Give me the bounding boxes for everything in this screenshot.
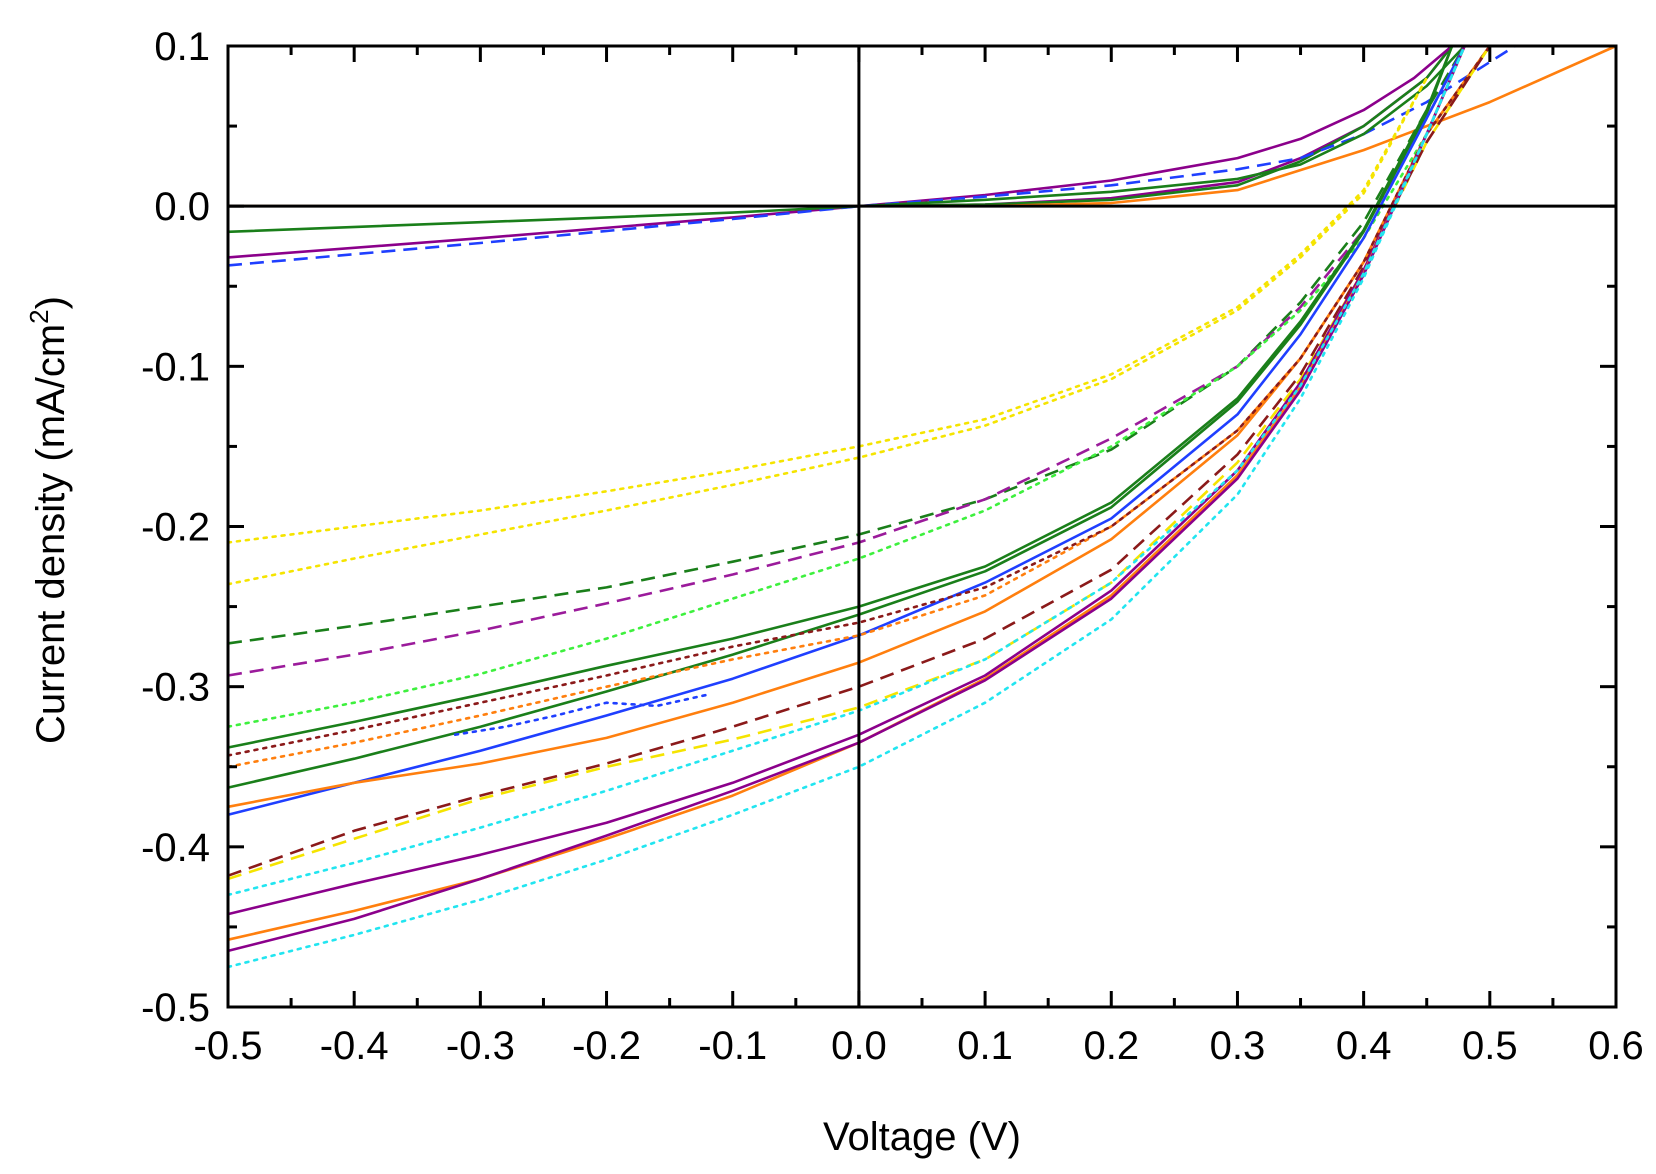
x-tick-label: 0.3 [1210, 1024, 1266, 1068]
x-tick-label: -0.3 [446, 1024, 515, 1068]
y-axis-title: Current density (mA/cm2) [24, 296, 73, 744]
x-tick-label: 0.4 [1336, 1024, 1392, 1068]
series-orange-dotted [226, 44, 1492, 769]
y-tick-label: -0.4 [141, 826, 210, 870]
x-axis-title: Voltage (V) [823, 1115, 1021, 1159]
x-tick-label: 0.0 [831, 1024, 887, 1068]
series-yellow-dashed [227, 45, 1491, 881]
x-tick-label: -0.2 [572, 1024, 641, 1068]
y-tick-label: -0.2 [141, 506, 210, 550]
series-purple-dashed [227, 45, 1466, 677]
y-axis-title-superscript: 2 [24, 309, 54, 323]
y-tick-label: 0.1 [154, 25, 210, 69]
series-blue-solid [227, 45, 1466, 817]
series-yellow-dotted [226, 76, 1428, 544]
ticks: -0.5 -0.4 -0.3 -0.2 -0.1 0.0 0.1 0.2 0.3 0.4 0.5 0.… [141, 25, 1644, 1068]
x-tick-label: 0.5 [1462, 1024, 1518, 1068]
y-tick-label: -0.5 [141, 986, 210, 1030]
y-axis-title-main: Current density (mA/cm [29, 324, 73, 744]
series-dark-red-dashed [227, 45, 1491, 877]
series-purple-solid-2 [227, 45, 1466, 916]
series-cyan-dotted-2 [226, 44, 1466, 897]
x-tick-label: -0.4 [320, 1024, 389, 1068]
series-green-solid [227, 45, 1466, 234]
series-cyan-dotted [226, 44, 1466, 969]
x-tick-label: -0.1 [698, 1024, 767, 1068]
series-blue-dashed [227, 44, 1516, 267]
reference-lines [228, 46, 1616, 1007]
series-purple-solid [227, 45, 1453, 259]
series-green-solid-3 [227, 45, 1454, 789]
x-tick-label: 0.1 [957, 1024, 1013, 1068]
series-yellow-dotted-2 [226, 76, 1428, 586]
y-tick-label: -0.1 [141, 345, 210, 389]
y-tick-label: -0.3 [141, 666, 210, 710]
series-blue-dotted [453, 693, 709, 737]
x-tick-label: 0.6 [1588, 1024, 1644, 1068]
y-tick-label: 0.0 [154, 185, 210, 229]
series-dark-red-dotted [226, 44, 1492, 757]
x-tick-label: -0.5 [194, 1024, 263, 1068]
x-tick-label: 0.2 [1083, 1024, 1139, 1068]
y-axis-title-close: ) [29, 296, 73, 309]
